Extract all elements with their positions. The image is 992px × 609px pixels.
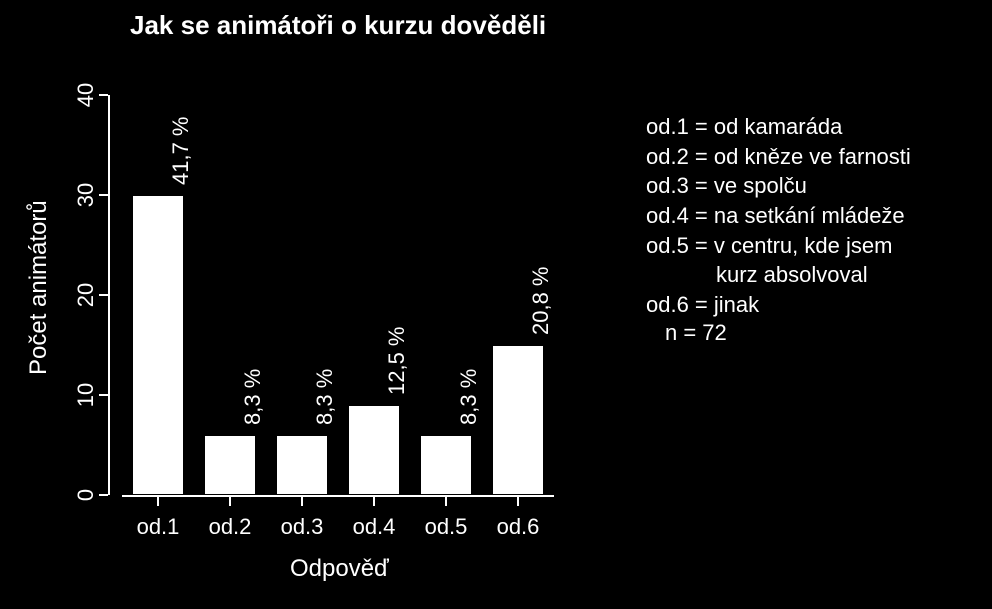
bar-percent-label: 12,5 %: [384, 327, 410, 396]
bar-percent-label: 8,3 %: [240, 369, 266, 425]
bar: [492, 345, 544, 495]
y-tick: [99, 494, 108, 496]
y-tick: [99, 94, 108, 96]
legend-item-continuation: kurz absolvoval: [646, 260, 911, 290]
legend-item: od.6 = jinak: [646, 290, 911, 320]
x-tick-label: od.5: [410, 514, 482, 540]
chart-canvas: { "chart": { "type": "bar", "title": "Ja…: [0, 0, 992, 609]
x-tick: [229, 497, 231, 506]
chart-title: Jak se animátoři o kurzu dověděli: [130, 10, 546, 41]
x-tick-label: od.2: [194, 514, 266, 540]
legend: od.1 = od kamarádaod.2 = od kněze ve far…: [646, 112, 911, 320]
x-tick-label: od.4: [338, 514, 410, 540]
bar-percent-label: 20,8 %: [528, 267, 554, 336]
y-tick: [99, 394, 108, 396]
y-tick-label: 40: [73, 75, 97, 115]
x-tick-label: od.1: [122, 514, 194, 540]
y-tick-label: 0: [73, 475, 97, 515]
bar-percent-label: 8,3 %: [312, 369, 338, 425]
y-axis-label: Počet animátorů: [25, 200, 53, 375]
bar: [348, 405, 400, 495]
bar-percent-label: 8,3 %: [456, 369, 482, 425]
legend-item: od.5 = v centru, kde jsem: [646, 231, 911, 261]
legend-item: od.4 = na setkání mládeže: [646, 201, 911, 231]
x-tick: [157, 497, 159, 506]
bar-percent-label: 41,7 %: [168, 117, 194, 186]
legend-item: od.1 = od kamaráda: [646, 112, 911, 142]
y-tick: [99, 294, 108, 296]
bar: [132, 195, 184, 495]
x-tick: [373, 497, 375, 506]
y-tick-label: 20: [73, 275, 97, 315]
x-axis-line: [122, 495, 554, 497]
bar: [276, 435, 328, 495]
x-tick-label: od.6: [482, 514, 554, 540]
x-tick: [301, 497, 303, 506]
legend-item: od.2 = od kněze ve farnosti: [646, 142, 911, 172]
bar: [420, 435, 472, 495]
sample-size-label: n = 72: [665, 320, 727, 346]
y-tick: [99, 194, 108, 196]
y-tick-label: 30: [73, 175, 97, 215]
x-tick-label: od.3: [266, 514, 338, 540]
x-tick: [445, 497, 447, 506]
bar: [204, 435, 256, 495]
y-axis-line: [108, 95, 110, 495]
x-axis-label: Odpověď: [290, 555, 389, 583]
legend-item: od.3 = ve spolču: [646, 171, 911, 201]
plot-area: 010203040od.141,7 %od.28,3 %od.38,3 %od.…: [110, 65, 580, 495]
y-tick-label: 10: [73, 375, 97, 415]
x-tick: [517, 497, 519, 506]
